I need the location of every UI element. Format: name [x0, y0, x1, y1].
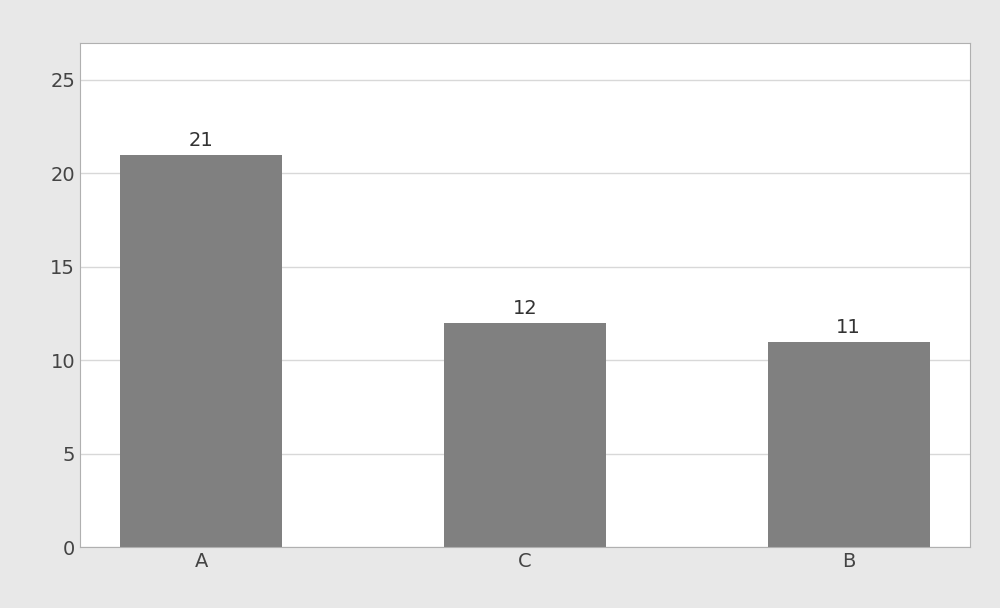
- Bar: [120, 154, 282, 547]
- Text: 11: 11: [836, 318, 861, 337]
- Bar: [768, 342, 930, 547]
- Text: 12: 12: [513, 299, 537, 318]
- Bar: [444, 323, 606, 547]
- Text: 21: 21: [189, 131, 214, 150]
